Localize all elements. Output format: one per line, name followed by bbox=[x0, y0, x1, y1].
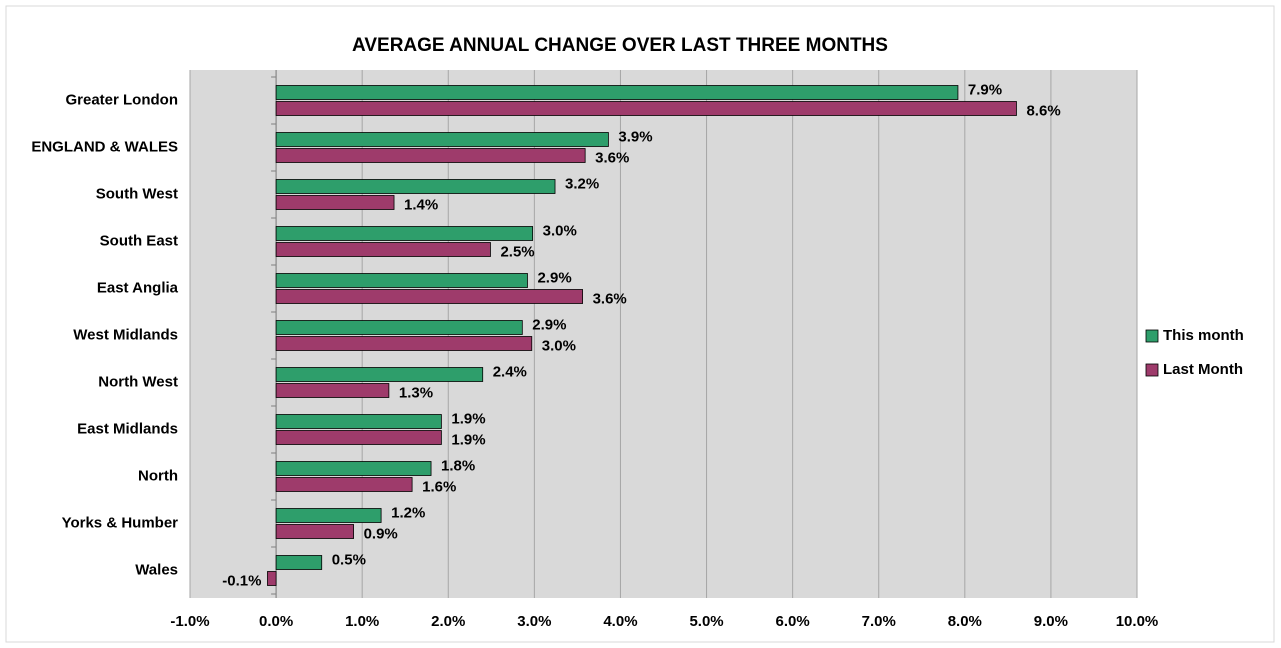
data-label: 0.5% bbox=[332, 551, 366, 568]
bar bbox=[275, 430, 442, 445]
data-label: 2.9% bbox=[537, 269, 571, 286]
data-label: 1.3% bbox=[399, 384, 433, 401]
x-tick-label: 0.0% bbox=[259, 613, 293, 630]
bar bbox=[275, 555, 323, 570]
bar bbox=[275, 148, 586, 163]
x-tick-label: -1.0% bbox=[170, 613, 209, 630]
data-label: 3.6% bbox=[595, 149, 629, 166]
y-tick-label: Wales bbox=[135, 561, 178, 578]
x-tick-label: 5.0% bbox=[689, 613, 723, 630]
y-tick-label: East Midlands bbox=[77, 420, 178, 437]
data-label: 2.4% bbox=[493, 363, 527, 380]
data-label: 3.0% bbox=[542, 337, 576, 354]
data-label: 1.2% bbox=[391, 504, 425, 521]
y-tick-label: South East bbox=[100, 232, 178, 249]
data-label: 2.9% bbox=[532, 316, 566, 333]
y-tick-label: ENGLAND & WALES bbox=[31, 138, 178, 155]
data-label: 8.6% bbox=[1026, 102, 1060, 119]
legend-swatch bbox=[1145, 363, 1159, 377]
bar bbox=[275, 85, 959, 100]
bar bbox=[275, 524, 354, 539]
x-tick-label: 3.0% bbox=[517, 613, 551, 630]
y-tick-label: Yorks & Humber bbox=[62, 514, 179, 531]
bar bbox=[275, 242, 491, 257]
y-tick-label: Greater London bbox=[65, 91, 178, 108]
data-label: 1.6% bbox=[422, 478, 456, 495]
y-tick-label: North bbox=[138, 467, 178, 484]
y-tick-label: South West bbox=[96, 185, 178, 202]
bar bbox=[275, 461, 432, 476]
legend-swatch bbox=[1145, 329, 1159, 343]
y-tick-label: West Midlands bbox=[73, 326, 178, 343]
bar bbox=[275, 320, 523, 335]
bar bbox=[267, 571, 277, 586]
data-label: 1.9% bbox=[451, 431, 485, 448]
legend-label: This month bbox=[1163, 327, 1244, 344]
bar bbox=[275, 179, 556, 194]
data-label: 3.0% bbox=[543, 222, 577, 239]
data-label: 1.8% bbox=[441, 457, 475, 474]
bar bbox=[275, 508, 382, 523]
data-label: 3.6% bbox=[593, 290, 627, 307]
data-label: -0.1% bbox=[222, 572, 261, 589]
data-label: 1.9% bbox=[451, 410, 485, 427]
x-tick-label: 7.0% bbox=[862, 613, 896, 630]
legend-label: Last Month bbox=[1163, 361, 1243, 378]
x-tick-label: 1.0% bbox=[345, 613, 379, 630]
data-label: 7.9% bbox=[968, 81, 1002, 98]
data-label: 3.2% bbox=[565, 175, 599, 192]
bar bbox=[275, 289, 583, 304]
data-label: 1.4% bbox=[404, 196, 438, 213]
bar bbox=[275, 477, 413, 492]
bar bbox=[275, 383, 390, 398]
x-tick-label: 2.0% bbox=[431, 613, 465, 630]
x-tick-label: 8.0% bbox=[948, 613, 982, 630]
bar bbox=[275, 226, 534, 241]
data-label: 3.9% bbox=[618, 128, 652, 145]
bar bbox=[275, 132, 609, 147]
x-tick-label: 4.0% bbox=[603, 613, 637, 630]
x-tick-label: 6.0% bbox=[776, 613, 810, 630]
x-tick-label: 9.0% bbox=[1034, 613, 1068, 630]
y-tick-label: North West bbox=[98, 373, 178, 390]
bar bbox=[275, 101, 1017, 116]
bar bbox=[275, 414, 442, 429]
bar bbox=[275, 367, 484, 382]
bar bbox=[275, 273, 528, 288]
bar bbox=[275, 336, 533, 351]
bar bbox=[275, 195, 395, 210]
chart-title: AVERAGE ANNUAL CHANGE OVER LAST THREE MO… bbox=[352, 35, 888, 56]
data-label: 0.9% bbox=[364, 525, 398, 542]
data-label: 2.5% bbox=[500, 243, 534, 260]
y-tick-label: East Anglia bbox=[97, 279, 179, 296]
x-tick-label: 10.0% bbox=[1116, 613, 1159, 630]
